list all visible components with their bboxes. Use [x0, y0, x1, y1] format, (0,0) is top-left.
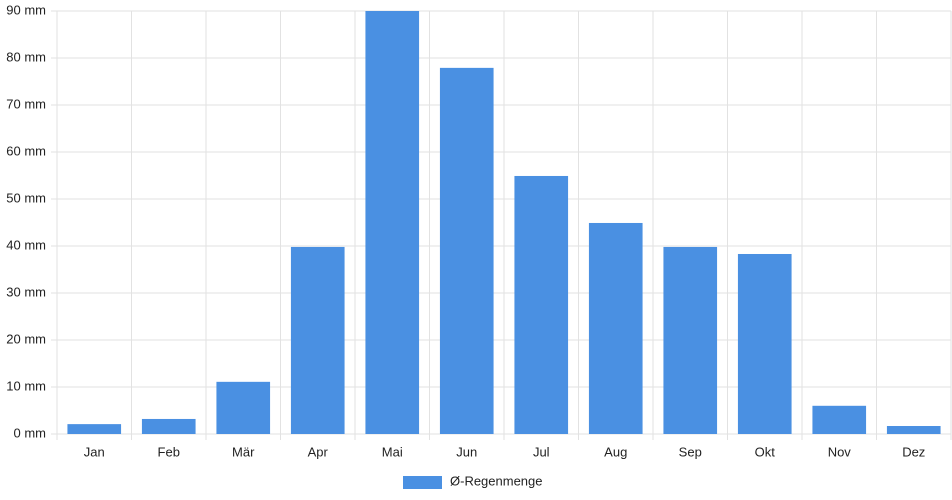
legend-swatch — [403, 476, 442, 489]
y-tick-label: 70 mm — [6, 96, 46, 111]
legend-label: Ø-Regenmenge — [450, 473, 543, 488]
y-tick-label: 30 mm — [6, 284, 46, 299]
bar — [886, 426, 941, 434]
y-tick-label: 50 mm — [6, 190, 46, 205]
x-tick-label: Mai — [382, 444, 403, 459]
bar — [812, 405, 867, 434]
x-tick-label: Jun — [456, 444, 477, 459]
y-tick-label: 80 mm — [6, 49, 46, 64]
bar — [141, 418, 196, 434]
bar — [514, 175, 569, 434]
y-tick-label: 60 mm — [6, 143, 46, 158]
bar — [365, 11, 420, 434]
x-tick-label: Dez — [902, 444, 925, 459]
x-tick-label: Jul — [533, 444, 550, 459]
x-tick-label: Sep — [679, 444, 702, 459]
bar — [290, 246, 345, 434]
x-tick-label: Nov — [828, 444, 852, 459]
x-tick-label: Aug — [604, 444, 627, 459]
x-tick-label: Feb — [158, 444, 180, 459]
x-tick-label: Okt — [755, 444, 776, 459]
bar — [439, 67, 494, 435]
y-tick-label: 0 mm — [14, 425, 47, 440]
x-tick-label: Mär — [232, 444, 255, 459]
y-tick-label: 90 mm — [6, 2, 46, 17]
x-tick-label: Jan — [84, 444, 105, 459]
x-tick-label: Apr — [308, 444, 329, 459]
bar — [588, 222, 643, 434]
y-tick-label: 20 mm — [6, 331, 46, 346]
y-tick-label: 40 mm — [6, 237, 46, 252]
y-tick-label: 10 mm — [6, 378, 46, 393]
bar — [737, 253, 792, 434]
bar — [663, 246, 718, 434]
bar — [216, 381, 271, 434]
bar — [67, 424, 122, 434]
